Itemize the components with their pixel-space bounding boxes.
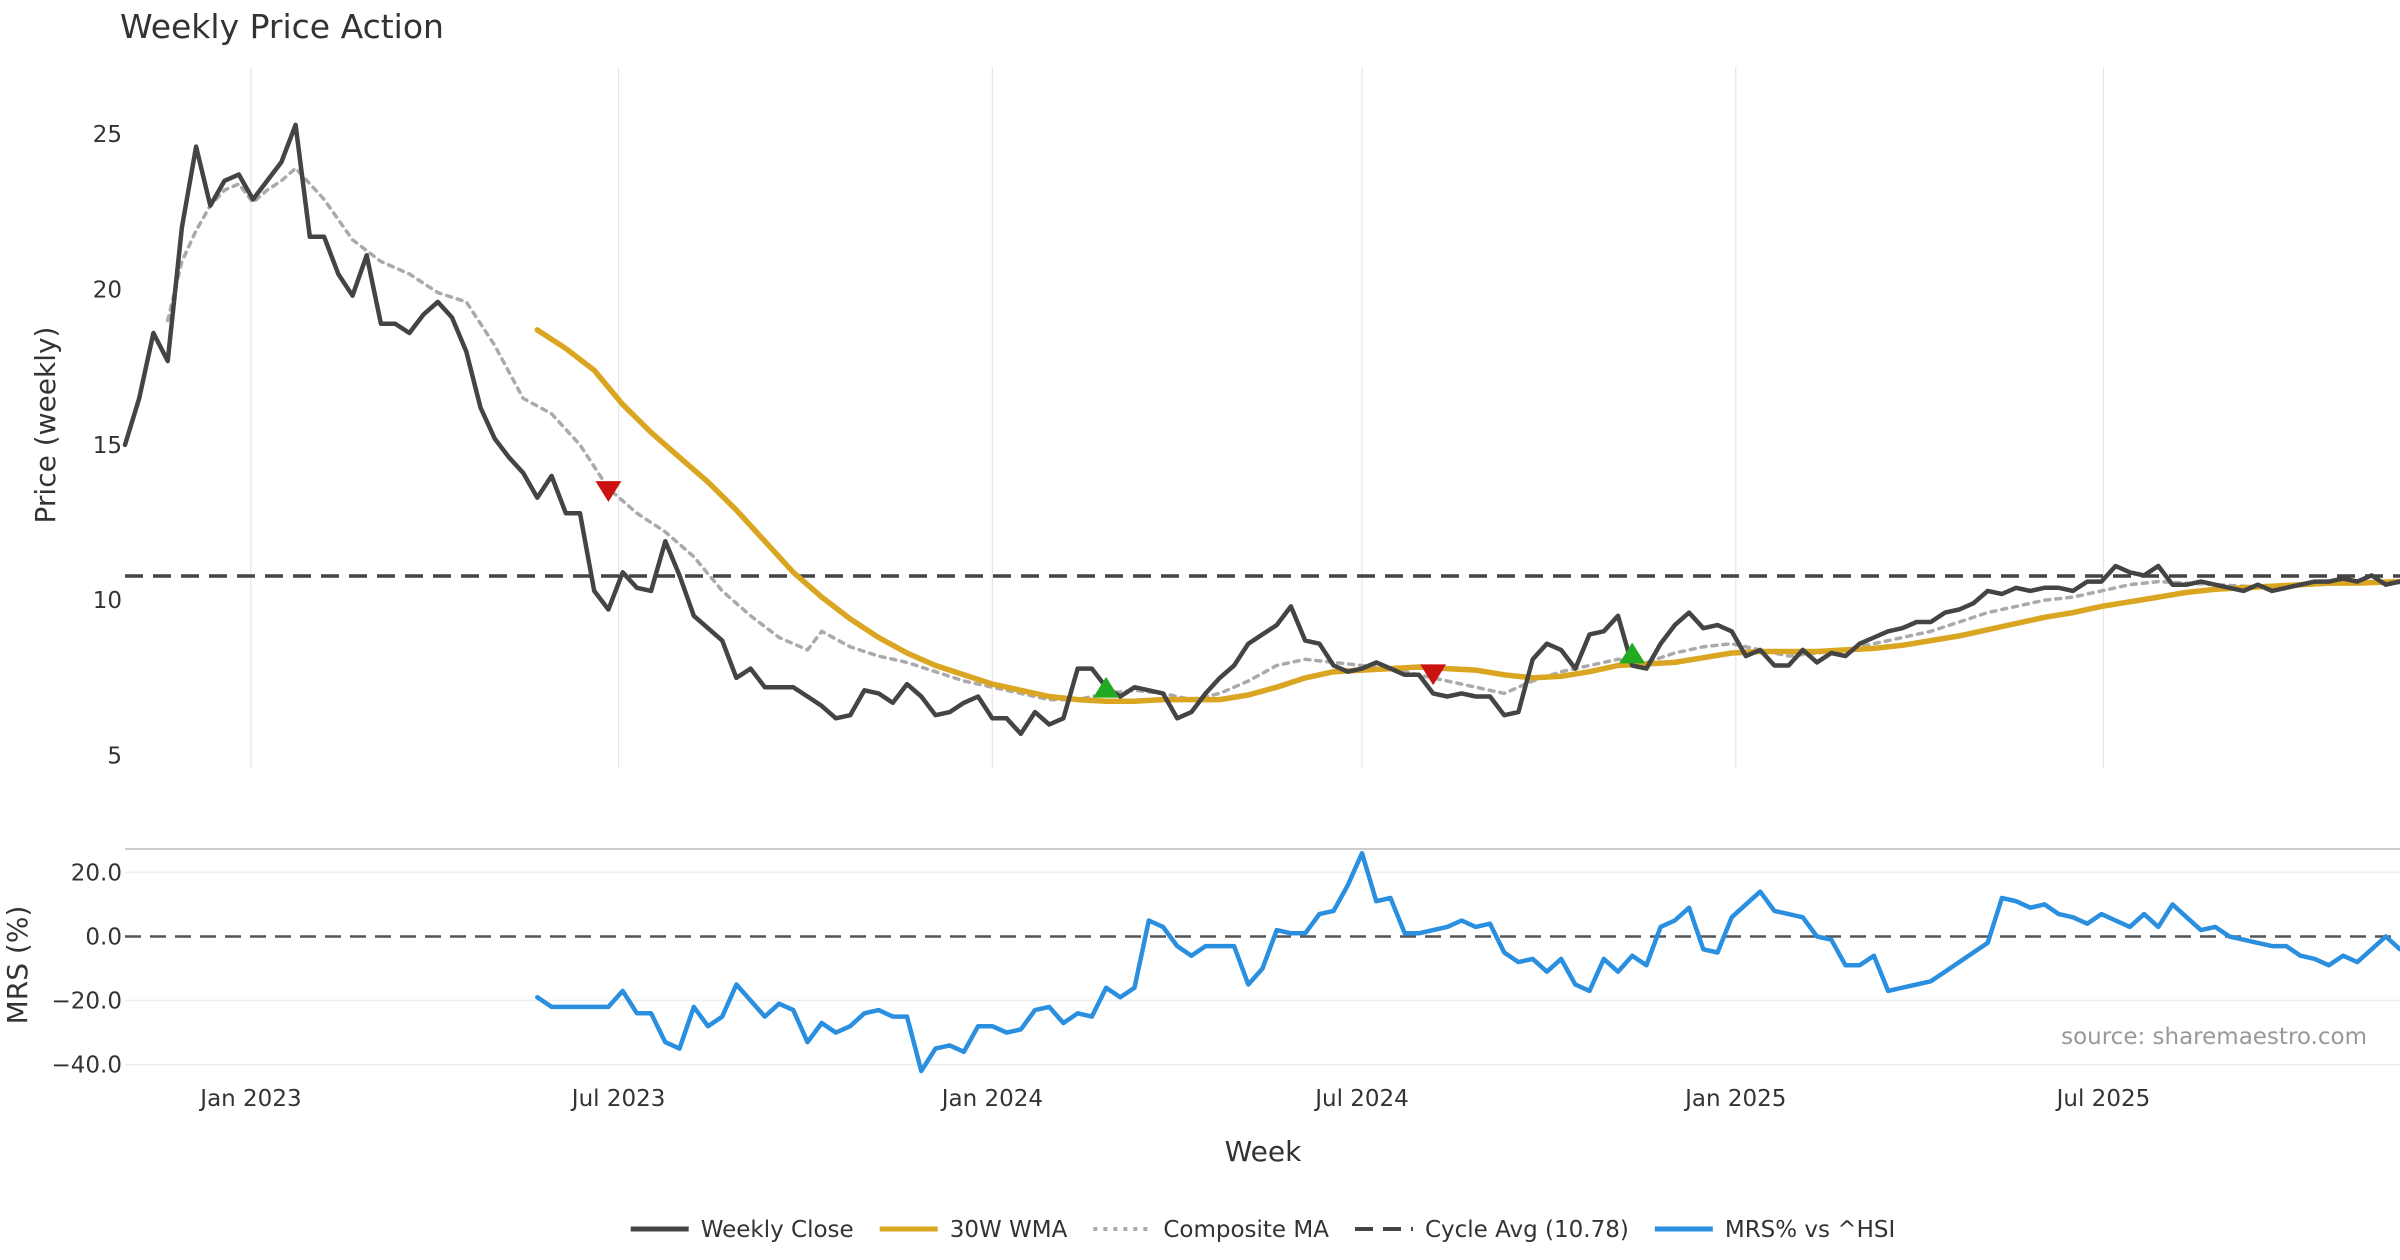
- signal-markers: [595, 481, 1646, 698]
- x-tick-label: Jan 2025: [1683, 1086, 1786, 1112]
- x-tick-label: Jan 2023: [198, 1086, 301, 1112]
- x-tick-label: Jul 2024: [1313, 1086, 1409, 1112]
- legend-item-label: 30W WMA: [950, 1217, 1068, 1243]
- sell-signal-marker: [1420, 664, 1447, 686]
- buy-signal-marker: [1093, 676, 1120, 698]
- mrs-y-axis-label: MRS (%): [1, 906, 34, 1025]
- price-y-tick-label: 15: [93, 433, 122, 459]
- mrs-line: [535, 850, 2400, 1074]
- price-y-tick-label: 10: [93, 588, 122, 614]
- mrs-y-tick-label: −20.0: [52, 989, 122, 1015]
- price-y-axis-label: Price (weekly): [29, 327, 62, 524]
- mrs-panel: 20.0 0.0 −20.0 −40.0 MRS (%) source: sharem…: [1, 848, 2400, 1168]
- 30w-wma-line: [534, 327, 2400, 704]
- mrs-y-tick-label: 0.0: [85, 924, 122, 950]
- mrs-gridlines: [125, 848, 2400, 1066]
- x-tick-label: Jul 2023: [570, 1086, 666, 1112]
- price-y-ticks: 5 10 15 20 25: [93, 122, 122, 769]
- price-y-tick-label: 5: [107, 744, 122, 770]
- composite-ma-line: [165, 166, 2400, 702]
- sell-signal-marker: [595, 481, 622, 502]
- price-panel: Weekly Price Action 5 10 15 20 25 Price (wee…: [29, 7, 2400, 770]
- price-y-tick-label: 25: [93, 122, 122, 148]
- chart-title: Weekly Price Action: [120, 7, 444, 46]
- price-gridlines: [250, 67, 2105, 768]
- legend-item-label: MRS% vs ^HSI: [1725, 1217, 1895, 1243]
- legend-item-label: Cycle Avg (10.78): [1425, 1217, 1629, 1243]
- buy-signal-marker: [1619, 642, 1646, 664]
- mrs-y-ticks: 20.0 0.0 −20.0 −40.0: [52, 860, 122, 1078]
- price-y-tick-label: 20: [93, 278, 122, 304]
- source-credit: source: sharemaestro.com: [2061, 1024, 2367, 1050]
- mrs-y-tick-label: 20.0: [71, 860, 122, 886]
- x-tick-label: Jan 2024: [940, 1086, 1043, 1112]
- weekly-close-line: [122, 122, 2400, 737]
- legend: Weekly Close 30W WMA Composite MA Cycle Avg…: [630, 1217, 1895, 1243]
- legend-item-label: Composite MA: [1163, 1217, 1329, 1243]
- mrs-y-tick-label: −40.0: [52, 1053, 122, 1079]
- x-axis-label: Week: [1225, 1135, 1302, 1168]
- x-axis-ticks: Jan 2023 Jul 2023 Jan 2024 Jul 2024 Jan 2025…: [198, 1086, 2150, 1112]
- legend-item-label: Weekly Close: [701, 1217, 854, 1243]
- price-series-lines: [122, 122, 2400, 737]
- x-tick-label: Jul 2025: [2055, 1086, 2151, 1112]
- mrs-series-lines: [535, 850, 2400, 1074]
